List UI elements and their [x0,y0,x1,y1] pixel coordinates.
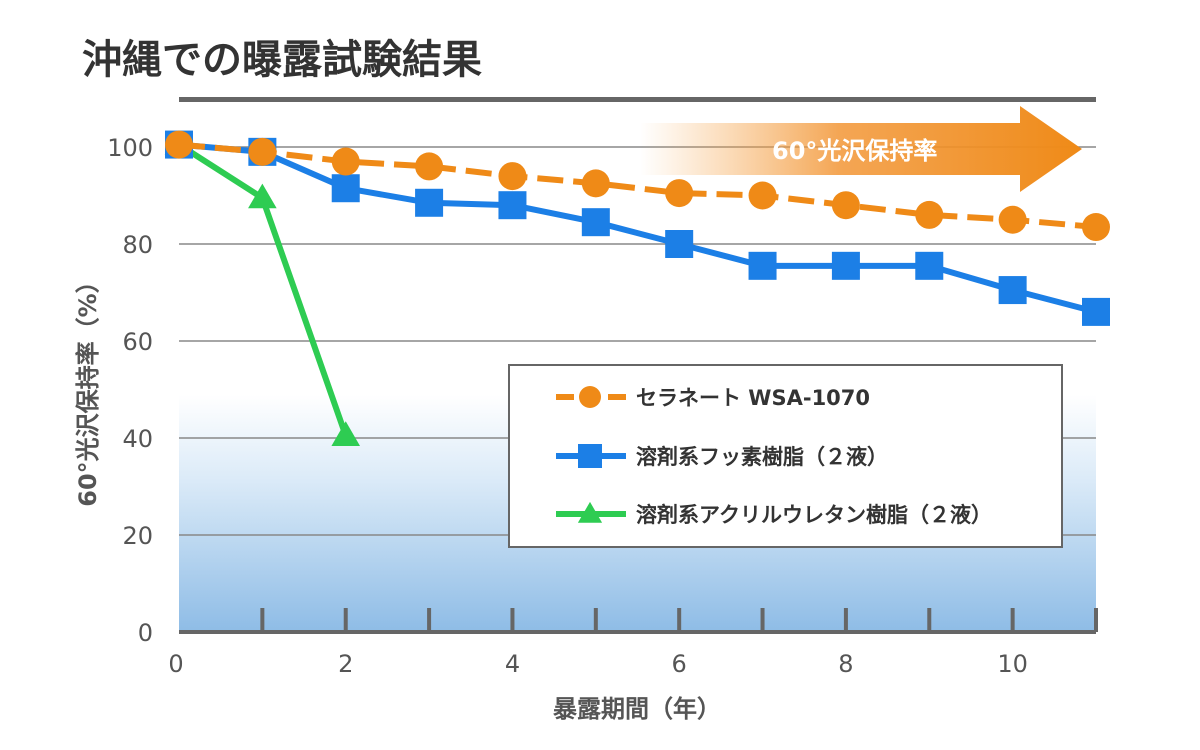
x-tick-label: 6 [672,650,687,678]
legend-label: 溶剤系アクリルウレタン樹脂（２液） [636,503,992,527]
data-point [248,183,277,209]
arrow-shape [640,106,1082,192]
x-axis-title: 暴露期間（年） [553,695,721,723]
legend: セラネート WSA-1070 溶剤系フッ素樹脂（２液） 溶剤系アクリルウレタン樹脂（… [508,364,1063,548]
y-axis-title: 60°光沢保持率（%） [74,269,102,506]
data-point [915,251,944,280]
y-tick-label: 40 [122,425,153,453]
y-tick-label: 60 [122,328,153,356]
y-tick-label: 100 [107,134,153,162]
data-point [165,130,193,159]
data-point [831,251,860,280]
data-point [998,276,1027,305]
x-tick-label: 10 [997,650,1028,678]
data-point [831,191,860,220]
data-point [581,208,610,237]
data-point [1082,213,1110,242]
legend-marker [577,501,603,523]
y-tick-label: 0 [138,619,153,647]
legend-label: セラネート WSA-1070 [636,386,870,410]
data-point [248,137,277,166]
data-point [665,179,694,208]
data-point [665,230,694,258]
y-tick-label: 80 [122,231,153,259]
x-tick-label: 4 [505,650,520,678]
title-rule [179,97,1096,102]
arrow-banner: 60°光沢保持率 [640,106,1082,192]
tick-labels: 0 20 40 60 80 100 0 2 4 6 8 10 [107,134,1028,678]
x-tick-label: 0 [168,650,183,678]
legend-marker [579,386,601,408]
data-point [498,191,527,220]
data-point [331,174,360,203]
series [164,130,1110,446]
data-point [915,200,944,229]
legend-label: 溶剤系フッ素樹脂（２液） [636,445,888,469]
chart-title: 沖縄での曝露試験結果 [82,37,482,83]
arrow-label: 60°光沢保持率 [772,137,937,165]
data-point [1082,297,1110,326]
data-point [331,147,360,176]
data-point [415,152,444,181]
data-point [331,421,361,446]
y-tick-label: 20 [122,522,153,550]
data-point [415,188,444,217]
data-point [581,169,610,198]
x-tick-label: 8 [838,650,853,678]
data-point [748,251,777,280]
series-circle [165,130,1110,242]
data-point [498,162,527,191]
x-tick-label: 2 [338,650,353,678]
legend-marker [578,444,602,468]
data-point [998,205,1027,234]
data-point [748,181,777,210]
axes [179,608,1098,634]
